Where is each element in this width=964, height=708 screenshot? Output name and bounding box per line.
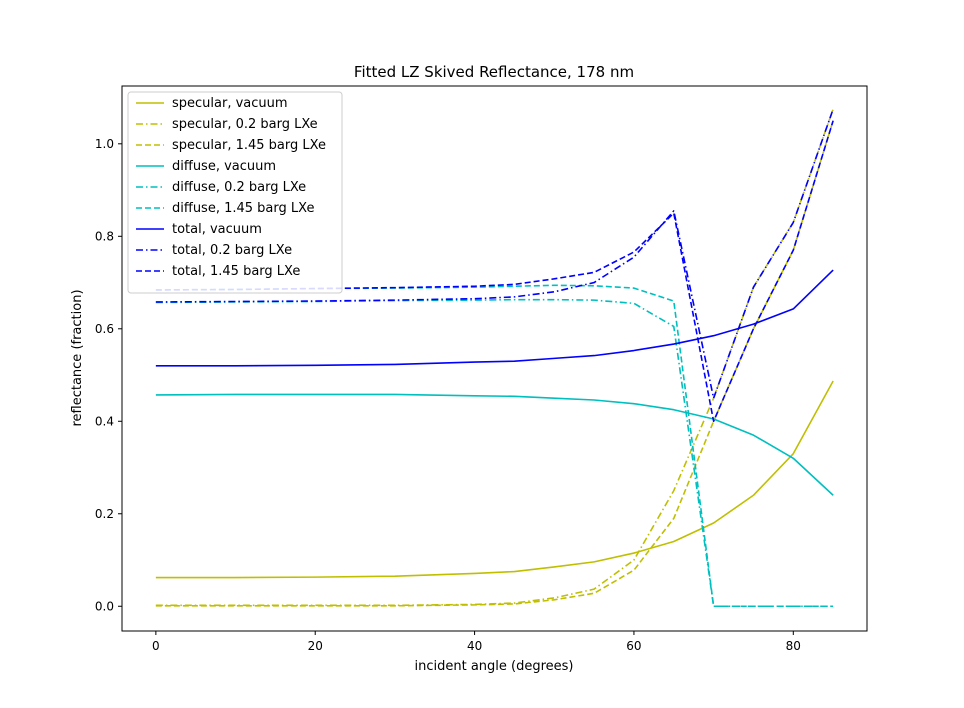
legend-label-4: diffuse, vacuum — [172, 159, 276, 174]
x-tick-label: 40 — [467, 639, 482, 653]
series-line-1 — [155, 380, 834, 579]
series-line-3 — [155, 120, 834, 607]
chart-title: Fitted LZ Skived Reflectance, 178 nm — [354, 63, 634, 81]
legend-label-8: total, 0.2 barg LXe — [172, 243, 292, 258]
y-tick-label: 0.2 — [95, 507, 114, 521]
x-axis-label: incident angle (degrees) — [414, 659, 573, 674]
legend-label-9: total, 1.45 barg LXe — [172, 264, 300, 279]
x-tick-label: 60 — [626, 639, 641, 653]
legend-label-5: diffuse, 0.2 barg LXe — [172, 180, 306, 195]
legend-label-1: specular, vacuum — [172, 96, 288, 111]
plot-frame — [121, 85, 868, 632]
series-line-7 — [155, 269, 834, 367]
y-tick-label: 0.0 — [95, 599, 114, 613]
legend-label-7: total, vacuum — [172, 222, 262, 237]
x-tick-label: 80 — [786, 639, 801, 653]
axis-ticks: 0 20 40 60 80 0.0 0.2 0.4 0.6 0.8 1.0 — [95, 137, 801, 653]
legend: specular, vacuum specular, 0.2 barg LXe sp… — [127, 91, 343, 294]
legend-label-2: specular, 0.2 barg LXe — [172, 117, 318, 132]
legend-box — [127, 91, 343, 294]
x-tick-label: 0 — [152, 639, 160, 653]
y-axis-label: reflectance (fraction) — [70, 289, 85, 426]
y-tick-label: 0.8 — [95, 229, 114, 243]
series-line-4 — [155, 393, 834, 496]
y-tick-label: 0.6 — [95, 322, 114, 336]
y-tick-label: 0.4 — [95, 414, 114, 428]
series-line-8 — [155, 108, 834, 399]
legend-label-6: diffuse, 1.45 barg LXe — [172, 201, 314, 216]
y-tick-label: 1.0 — [95, 137, 114, 151]
legend-label-3: specular, 1.45 barg LXe — [172, 138, 326, 153]
x-tick-label: 20 — [308, 639, 323, 653]
